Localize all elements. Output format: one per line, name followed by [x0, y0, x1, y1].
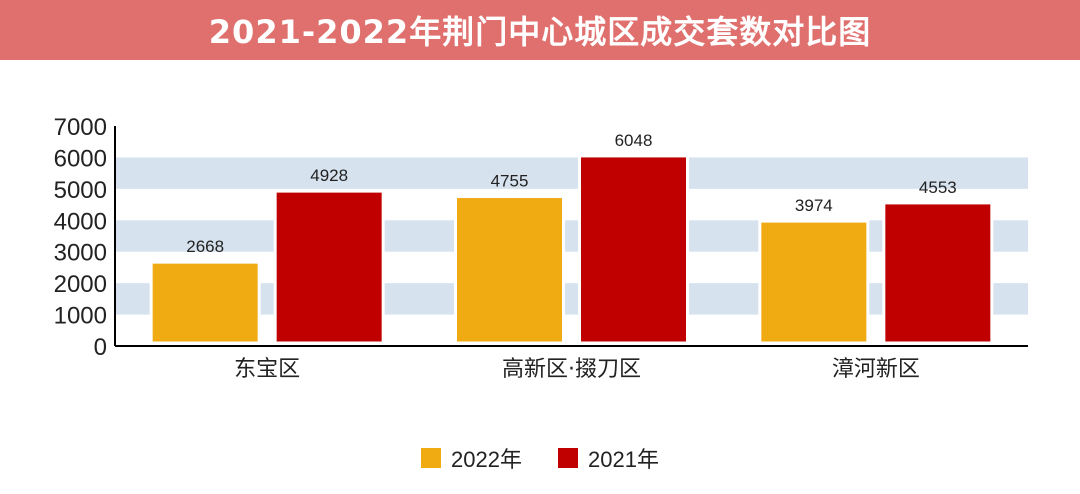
legend-label-2021: 2021年 — [588, 447, 659, 472]
data-label: 4553 — [919, 178, 957, 197]
y-tick-label: 4000 — [54, 208, 107, 235]
x-category-label: 高新区·掇刀区 — [502, 357, 641, 382]
legend-item-2022: 2022年 — [421, 442, 522, 474]
bar — [149, 260, 261, 345]
data-label: 3974 — [795, 196, 833, 215]
y-tick-label: 5000 — [54, 177, 107, 204]
legend: 2022年 2021年 — [0, 440, 1080, 476]
y-tick-label: 6000 — [54, 145, 107, 172]
bar — [882, 201, 994, 345]
legend-label-2022: 2022年 — [451, 447, 522, 472]
legend-swatch-2022 — [421, 448, 442, 468]
chart-title: 2021-2022年荆门中心城区成交套数对比图 — [208, 13, 872, 51]
bar — [273, 189, 385, 345]
grid-band — [115, 157, 1028, 189]
bar — [758, 219, 870, 345]
title-bar: 2021-2022年荆门中心城区成交套数对比图 — [0, 0, 1080, 60]
data-label: 6048 — [615, 131, 653, 150]
bar-chart: 0 1000 2000 3000 4000 5000 6000 7000 2668 4928 东宝区… — [54, 114, 1028, 382]
legend-item-2021: 2021年 — [558, 442, 659, 474]
data-label: 4928 — [310, 166, 348, 185]
y-tick-label: 7000 — [54, 114, 107, 141]
legend-swatch-2021 — [558, 448, 578, 468]
y-tick-label: 1000 — [54, 303, 107, 330]
data-label: 2668 — [186, 237, 224, 256]
x-category-label: 东宝区 — [234, 357, 300, 382]
x-category-label: 漳河新区 — [832, 357, 920, 382]
grid-band — [115, 220, 1028, 252]
grid-band — [115, 283, 1028, 315]
data-label: 4755 — [491, 172, 529, 191]
y-tick-label: 0 — [94, 334, 107, 361]
bar — [578, 154, 689, 345]
y-tick-label: 2000 — [54, 271, 107, 298]
bar — [454, 195, 565, 345]
y-tick-label: 3000 — [54, 240, 107, 267]
